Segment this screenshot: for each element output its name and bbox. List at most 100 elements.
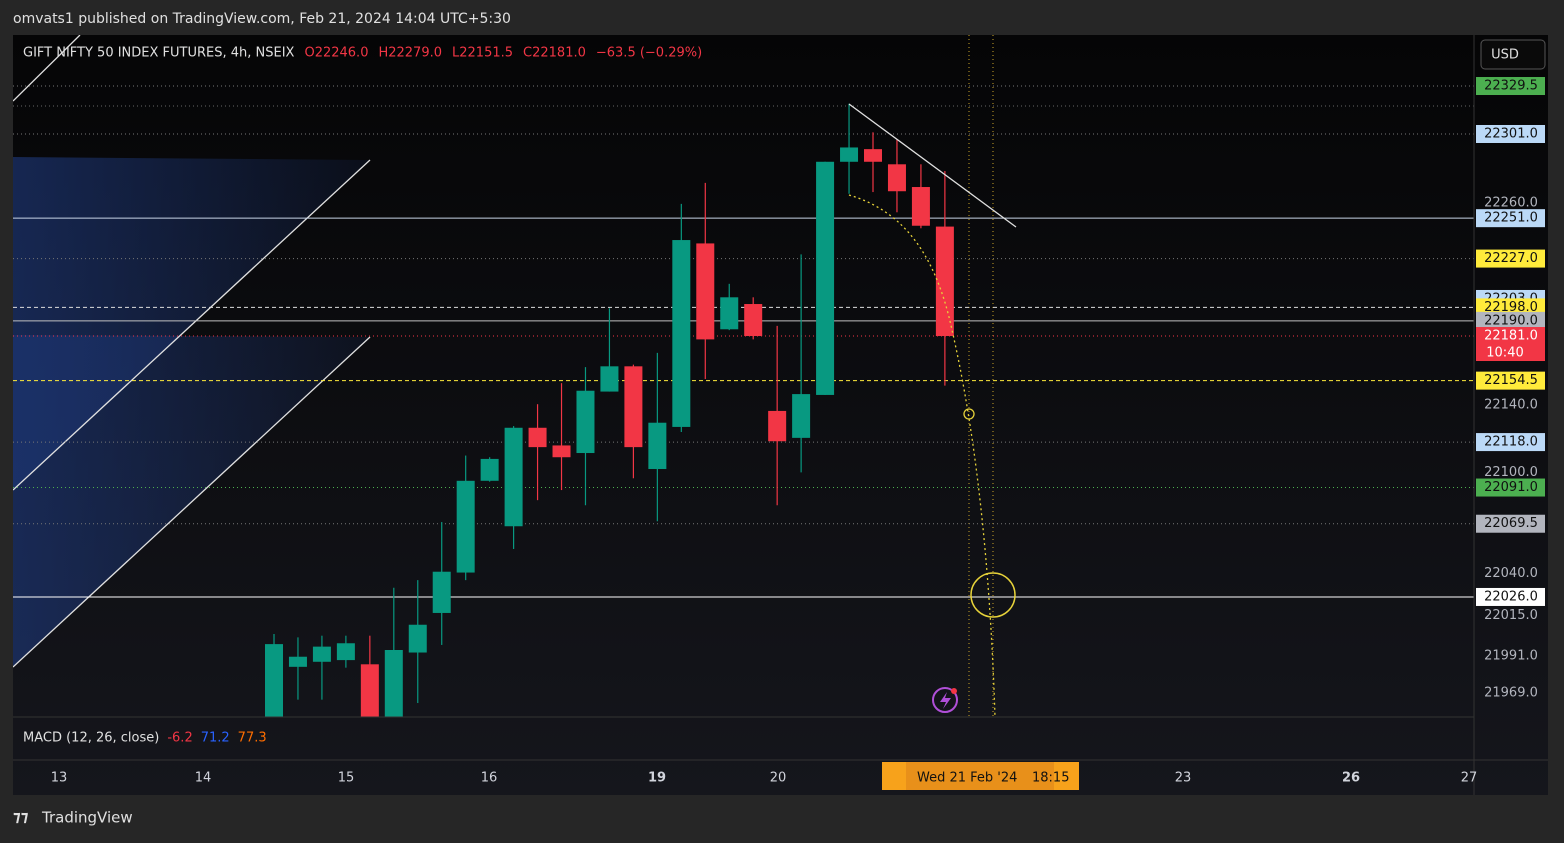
crosshair-date: Wed 21 Feb '24 [917,771,1017,786]
candle-body [816,161,835,395]
trend-line [13,35,81,102]
level-label-box [1476,249,1545,268]
candle-body [552,445,571,458]
countdown: 10:40 [1486,346,1523,361]
y-tick-label: 22015.0 [1484,608,1538,623]
price-axis: 22260.0 22140.0 22100.0 22040.0 22015.0 21991… [1476,77,1545,700]
overlay-drawings [848,103,1017,717]
candle-body [672,240,691,427]
level-label: 22190.0 [1484,313,1538,328]
trend-line [848,103,1017,228]
candle-body [720,297,739,330]
level-label: 22154.5 [1484,373,1538,388]
alert-icon [932,687,958,713]
candle-body [911,187,930,226]
ohlc-value: L22151.5 [452,46,513,61]
candle-body [360,664,379,717]
level-label-box [1476,327,1545,362]
crosshair-label-box-inner [906,762,1054,790]
level-label-box [1476,124,1545,143]
macd-value: 77.3 [238,731,267,746]
candle-body [768,410,787,442]
candle-body [624,366,643,448]
y-tick-label: 22140.0 [1484,398,1538,413]
y-tick-label: 21991.0 [1484,648,1538,663]
x-tick-label: 15 [338,771,355,786]
candle-body [576,390,595,454]
y-tick-label: 21969.0 [1484,685,1538,700]
candle-body [456,480,475,573]
level-label: 22069.5 [1484,516,1538,531]
candle-body [336,643,355,661]
trend-line [13,159,371,491]
candle-body [935,226,954,337]
macd-value: -6.2 [167,731,192,746]
level-label: 22251.0 [1484,211,1538,226]
x-tick-label: 14 [195,771,212,786]
level-label: 22181.0 [1484,329,1538,344]
x-tick-label: 20 [770,771,787,786]
currency: USD [1491,48,1519,63]
drawings [13,35,1474,717]
level-label: 22329.5 [1484,79,1538,94]
ohlc-value: C22181.0 [523,46,586,61]
level-label: 22026.0 [1484,589,1538,604]
legend: GIFT NIFTY 50 INDEX FUTURES, 4h, NSEIX O2… [23,46,702,61]
macd-label: MACD (12, 26, close) [23,731,159,746]
candle-body [696,243,715,340]
y-tick-label: 22260.0 [1484,196,1538,211]
projection-curve [848,194,996,717]
ohlc-value: O22246.0 [304,46,368,61]
level-label-box [1476,209,1545,228]
candle-body [384,649,403,717]
level-label-box [1476,311,1545,330]
candle-body [792,394,811,438]
currency-button[interactable] [1480,39,1546,70]
alert-dot [951,688,957,694]
x-tick-label: 19 [648,771,666,786]
level-label-box [1476,514,1545,533]
candle-body [504,427,523,527]
x-tick-label: 13 [51,771,68,786]
candle-body [864,149,882,162]
y-tick-label: 22040.0 [1484,566,1538,581]
level-label-box [1476,587,1545,606]
candle-body [744,304,763,337]
candle-body [288,656,307,667]
candle-body [600,366,619,392]
level-label-box [1476,371,1545,390]
level-label: 22091.0 [1484,480,1538,495]
candles [265,103,954,717]
level-label: 22301.0 [1484,126,1538,141]
logo-mark: ⁊⁊ [13,808,28,826]
level-label-box [1476,77,1545,96]
level-label-box [1476,433,1545,452]
level-label: 22227.0 [1484,251,1538,266]
candle-body [480,458,499,481]
candle-body [265,644,283,717]
ohlc-value: H22279.0 [378,46,442,61]
publish-info: omvats1 published on TradingView.com, Fe… [13,11,511,27]
y-tick-label: 22100.0 [1484,465,1538,480]
x-tick-label: 26 [1342,771,1360,786]
candle-body [887,164,906,192]
candle-body [528,427,547,448]
candle-body [648,422,667,470]
macd-value: 71.2 [201,731,230,746]
level-label: 22118.0 [1484,435,1538,450]
symbol: GIFT NIFTY 50 INDEX FUTURES, 4h, NSEIX [23,46,295,61]
change: −63.5 (−0.29%) [596,46,702,61]
marker-circle [963,408,975,420]
candle-body [312,646,331,662]
candle-body [432,571,451,613]
macd-legend: MACD (12, 26, close) -6.2 71.2 77.3 [23,731,267,746]
footer-brand: TradingView [41,809,133,827]
trend-line [13,336,371,668]
crosshair-time: 18:15 [1032,771,1069,786]
alert-bolt [940,692,951,709]
marker-circle [970,572,1016,618]
x-tick-label: 16 [481,771,498,786]
candle-body [840,147,859,162]
